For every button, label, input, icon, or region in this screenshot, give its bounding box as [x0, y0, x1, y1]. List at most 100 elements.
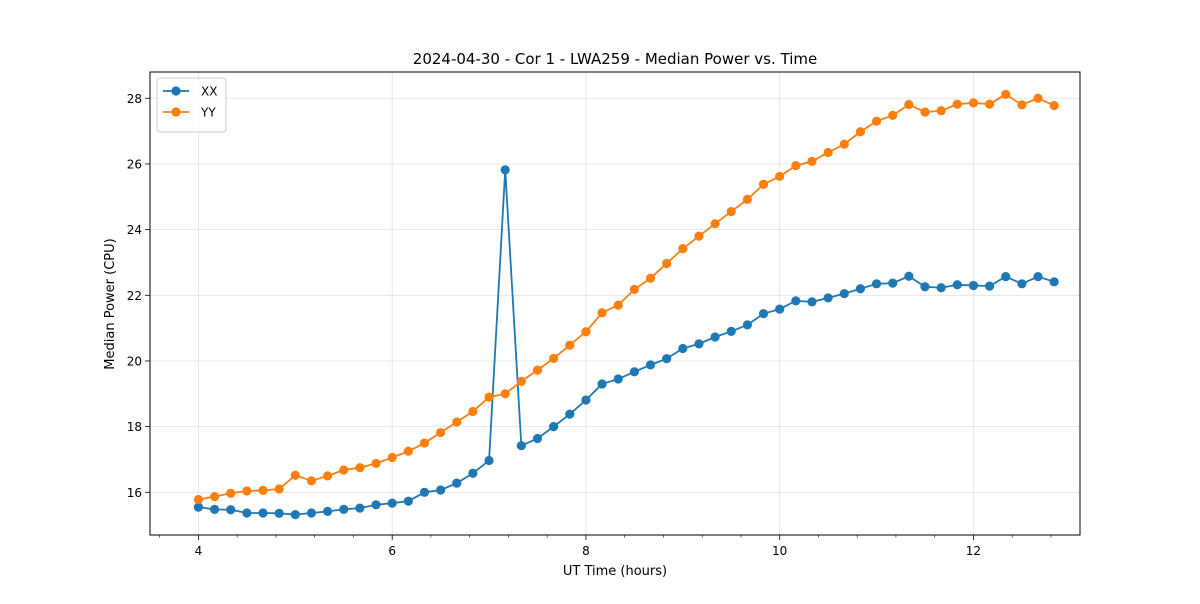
y-axis-label: Median Power (CPU): [103, 238, 118, 369]
data-point: [984, 99, 995, 109]
data-point: [193, 502, 204, 512]
data-point: [500, 165, 510, 175]
data-point: [952, 280, 962, 290]
data-point: [452, 417, 462, 427]
data-point: [403, 496, 413, 506]
axes: 4 6 8 10 12 16 18 20 22 24 26 28: [127, 92, 1052, 558]
y-tick-label: 16: [127, 486, 142, 500]
x-tick-label: 4: [195, 544, 203, 558]
data-point: [791, 296, 801, 306]
data-point: [226, 488, 236, 498]
data-point: [871, 279, 882, 289]
data-point: [468, 468, 478, 478]
data-point: [645, 273, 656, 283]
data-point: [920, 282, 930, 292]
data-point: [678, 244, 688, 254]
grid: [150, 72, 1080, 535]
data-point: [274, 484, 284, 494]
y-tick-label: 24: [127, 223, 142, 237]
data-point: [613, 300, 623, 310]
x-tick-label: 8: [582, 544, 590, 558]
legend-marker-xx: [171, 86, 181, 96]
data-point: [339, 465, 349, 475]
data-point: [419, 487, 430, 497]
data-point: [242, 508, 252, 518]
data-point: [775, 304, 785, 314]
data-point: [323, 506, 333, 516]
x-tick-label: 6: [388, 544, 396, 558]
data-point: [855, 127, 866, 137]
data-point: [1001, 89, 1011, 99]
data-point: [242, 486, 252, 496]
data-point: [387, 498, 397, 508]
data-point: [1033, 93, 1043, 103]
data-point: [807, 297, 817, 307]
data-point: [209, 491, 220, 502]
data-point: [516, 376, 526, 386]
x-tick-label: 12: [966, 544, 981, 558]
data-point: [274, 508, 284, 518]
data-point: [581, 395, 591, 405]
x-tick-label: 10: [772, 544, 787, 558]
data-point: [742, 194, 752, 205]
data-point: [209, 504, 220, 514]
x-axis-label: UT Time (hours): [563, 564, 667, 579]
data-point: [984, 281, 995, 291]
data-point: [710, 219, 720, 229]
data-point: [871, 116, 882, 126]
data-point: [710, 332, 720, 342]
legend-marker-yy: [171, 107, 181, 117]
data-point: [694, 339, 704, 349]
data-point: [549, 353, 559, 363]
y-tick-label: 26: [127, 157, 142, 171]
data-point: [581, 327, 591, 337]
data-point: [904, 271, 914, 281]
data-point: [532, 433, 543, 444]
data-point: [904, 99, 914, 110]
data-point: [678, 343, 688, 354]
data-point: [1017, 100, 1027, 110]
data-point: [436, 427, 446, 438]
y-tick-label: 28: [127, 92, 142, 106]
data-point: [645, 360, 656, 370]
legend-label-xx: XX: [201, 85, 217, 99]
data-point: [339, 504, 349, 514]
chart-title: 2024-04-30 - Cor 1 - LWA259 - Median Pow…: [413, 50, 817, 68]
data-point: [936, 283, 946, 293]
data-point: [565, 340, 575, 350]
data-point: [226, 505, 236, 515]
data-point: [290, 470, 300, 480]
data-point: [484, 455, 494, 466]
data-point: [694, 231, 704, 241]
data-point: [258, 485, 268, 495]
series-xx: [193, 165, 1059, 520]
data-point: [290, 510, 300, 520]
data-point: [629, 284, 639, 294]
data-point: [484, 392, 494, 402]
data-point: [629, 367, 639, 377]
plot-frame: [149, 71, 1081, 536]
data-point: [371, 500, 381, 510]
y-tick-label: 18: [127, 420, 142, 434]
data-point: [775, 171, 785, 182]
data-point: [742, 320, 752, 330]
data-point: [452, 478, 462, 488]
legend: XX YY: [156, 77, 227, 133]
data-point: [920, 107, 930, 117]
data-point: [306, 476, 317, 486]
data-point: [726, 326, 736, 337]
series-layer: [193, 89, 1059, 520]
data-point: [952, 99, 962, 109]
y-tick-label: 20: [127, 354, 142, 368]
data-point: [193, 494, 204, 505]
data-point: [371, 458, 381, 469]
data-point: [791, 160, 801, 171]
data-point: [500, 389, 510, 399]
series-yy: [193, 89, 1059, 505]
data-point: [468, 406, 478, 417]
data-point: [516, 441, 526, 451]
data-point: [839, 289, 849, 299]
data-point: [532, 365, 543, 375]
data-point: [1049, 277, 1059, 287]
